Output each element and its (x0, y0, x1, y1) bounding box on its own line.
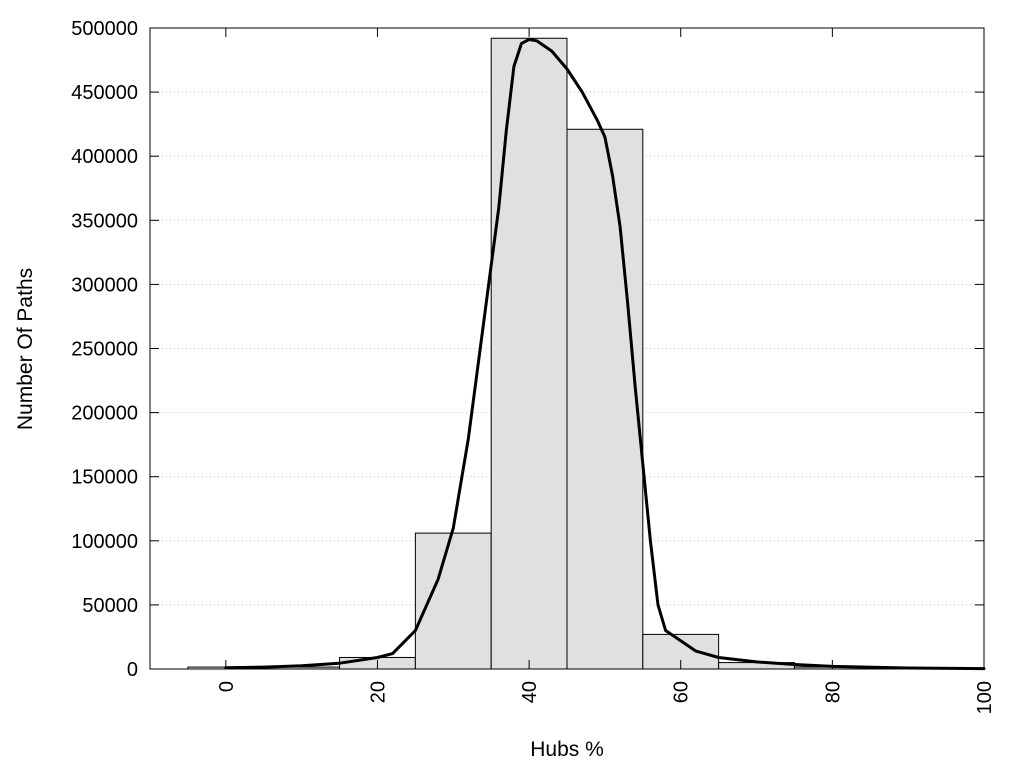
x-tick-label: 60 (671, 681, 693, 703)
fit-curve (224, 38, 986, 671)
y-tick-label: 50000 (82, 595, 138, 617)
y-tick-label: 450000 (71, 82, 138, 104)
x-axis-title: Hubs % (530, 738, 604, 761)
x-tick-label: 40 (519, 681, 541, 703)
y-tick-label: 250000 (71, 339, 138, 361)
bar (566, 128, 644, 670)
y-tick-label: 0 (127, 659, 138, 681)
x-tick-label: 0 (216, 681, 238, 692)
y-tick-label: 150000 (71, 467, 138, 489)
x-tick-label: 20 (367, 681, 389, 703)
y-tick-label: 200000 (71, 403, 138, 425)
y-tick-label: 500000 (71, 18, 138, 40)
x-tick-label: 100 (974, 681, 996, 714)
y-tick-label: 300000 (71, 274, 138, 296)
y-axis: 0 50000 100000 150000 200000 250000 300000 3500… (71, 18, 984, 681)
y-tick-label: 350000 (71, 210, 138, 232)
y-tick-label: 100000 (71, 531, 138, 553)
curve-line (224, 38, 986, 671)
y-tick-label: 400000 (71, 146, 138, 168)
y-axis-title: Number Of Paths (14, 268, 37, 430)
bars (187, 37, 985, 670)
x-axis: 0 20 40 60 80 100 (216, 28, 996, 714)
x-tick-label: 80 (822, 681, 844, 703)
bar (414, 532, 492, 670)
bar (490, 37, 568, 670)
